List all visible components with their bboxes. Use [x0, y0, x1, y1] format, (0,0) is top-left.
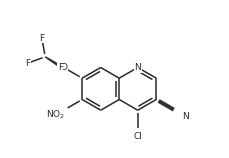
- Text: N: N: [134, 63, 140, 72]
- Text: NO$_2$: NO$_2$: [46, 109, 65, 121]
- Text: O: O: [60, 63, 67, 72]
- Text: F: F: [39, 34, 44, 43]
- Text: N: N: [181, 112, 188, 121]
- Text: Cl: Cl: [133, 132, 142, 141]
- Text: F: F: [57, 63, 63, 72]
- Text: F: F: [25, 59, 30, 68]
